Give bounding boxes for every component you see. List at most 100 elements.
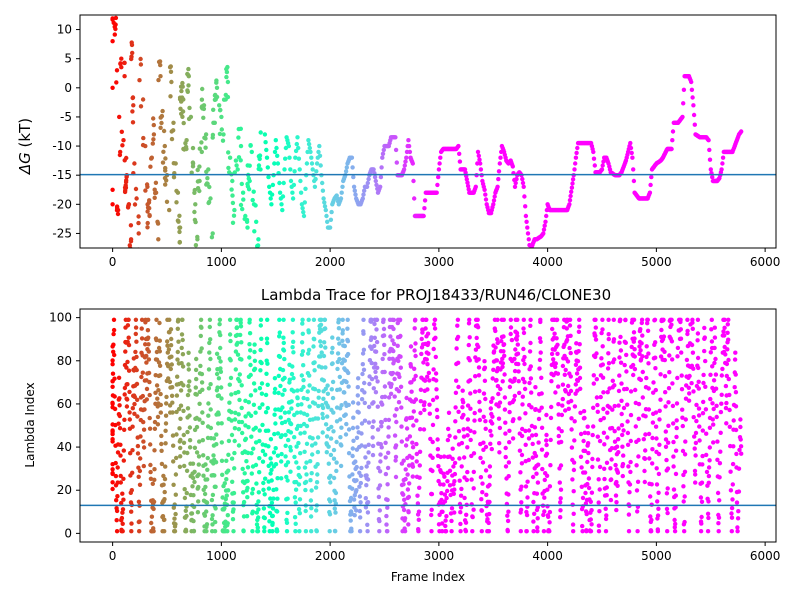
lambda-point: [616, 403, 621, 408]
lambda-point: [358, 500, 363, 505]
lambda-point: [664, 457, 669, 463]
lambda-point: [599, 356, 604, 361]
lambda-point: [603, 529, 609, 534]
lambda-point: [140, 370, 145, 375]
delta-g-point: [147, 206, 152, 211]
lambda-point: [450, 456, 455, 461]
lambda-point: [247, 317, 252, 322]
lambda-chart-title: Lambda Trace for PROJ18433/RUN46/CLONE30: [261, 286, 611, 304]
lambda-point: [414, 451, 419, 457]
lambda-point: [196, 484, 201, 490]
lambda-point: [261, 480, 266, 486]
delta-g-point: [155, 219, 160, 224]
lambda-point: [726, 376, 731, 382]
lambda-point: [323, 326, 328, 331]
lambda-point: [364, 483, 369, 488]
lambda-point: [695, 355, 701, 361]
lambda-point: [510, 436, 516, 441]
lambda-point: [116, 375, 122, 380]
lambda-point: [485, 517, 490, 522]
lambda-point: [654, 466, 659, 471]
lambda-point: [168, 343, 174, 348]
lambda-point: [626, 529, 632, 534]
lambda-point: [566, 383, 571, 389]
lambda-point: [556, 384, 561, 389]
lambda-point: [557, 480, 562, 485]
lambda-point: [572, 438, 577, 443]
lambda-point: [361, 317, 366, 322]
lambda-point: [715, 439, 720, 444]
lambda-point: [171, 459, 176, 464]
lambda-point: [530, 441, 535, 447]
lambda-point: [500, 361, 506, 366]
lambda-point: [219, 396, 224, 401]
lambda-point: [515, 317, 520, 322]
delta-g-point: [572, 167, 577, 172]
lambda-point: [488, 406, 493, 411]
lambda-point: [411, 423, 416, 428]
lambda-point: [129, 488, 134, 493]
lambda-point: [337, 341, 342, 346]
lambda-point: [696, 406, 702, 411]
lambda-point: [299, 340, 305, 345]
lambda-point: [695, 338, 700, 343]
delta-g-point: [569, 185, 575, 190]
lambda-point: [214, 432, 219, 437]
lambda-point: [594, 377, 599, 382]
lambda-point: [655, 513, 661, 518]
lambda-point: [727, 407, 732, 413]
lambda-point: [110, 344, 115, 349]
delta-g-point: [680, 114, 685, 120]
lambda-point: [736, 489, 742, 494]
lambda-point: [142, 407, 147, 412]
delta-g-point: [422, 206, 427, 211]
lambda-point: [375, 427, 381, 432]
delta-g-point: [160, 160, 166, 165]
lambda-point: [554, 317, 560, 322]
lambda-point: [580, 523, 585, 529]
lambda-point: [519, 484, 524, 489]
lambda-point: [118, 480, 124, 485]
lambda-point: [696, 386, 701, 391]
lambda-point: [296, 440, 301, 446]
lambda-point: [521, 346, 526, 352]
delta-g-point: [132, 161, 137, 166]
lambda-point: [525, 479, 530, 484]
delta-g-point: [465, 180, 470, 185]
delta-g-point: [272, 149, 278, 155]
lambda-point: [344, 421, 349, 427]
lambda-point: [567, 317, 573, 322]
lambda-point: [331, 456, 337, 461]
delta-g-point: [573, 161, 578, 166]
x-tick-label: 5000: [641, 255, 672, 269]
delta-g-point: [185, 88, 190, 93]
lambda-point: [703, 384, 708, 389]
lambda-point: [548, 415, 554, 421]
delta-g-point: [302, 200, 307, 205]
lambda-point: [147, 426, 153, 431]
lambda-point: [669, 322, 674, 327]
lambda-point: [415, 501, 421, 506]
delta-g-point: [314, 169, 319, 174]
lambda-point: [344, 379, 349, 385]
delta-g-point: [631, 167, 636, 172]
lambda-point: [675, 375, 680, 381]
lambda-point: [232, 417, 238, 422]
lambda-point: [723, 352, 728, 357]
lambda-point: [628, 469, 633, 475]
delta-g-point: [591, 156, 597, 161]
lambda-point: [253, 425, 258, 430]
lambda-point: [370, 443, 376, 449]
lambda-point: [393, 474, 399, 480]
delta-g-point: [206, 199, 212, 205]
lambda-point: [301, 395, 306, 401]
lambda-point: [363, 455, 368, 460]
delta-g-point: [308, 149, 313, 155]
lambda-point: [359, 443, 364, 448]
lambda-point: [279, 433, 285, 438]
lambda-point: [643, 448, 648, 453]
lambda-point: [578, 454, 584, 459]
lambda-point: [359, 421, 365, 426]
lambda-point: [207, 340, 212, 346]
lambda-point: [618, 317, 623, 322]
